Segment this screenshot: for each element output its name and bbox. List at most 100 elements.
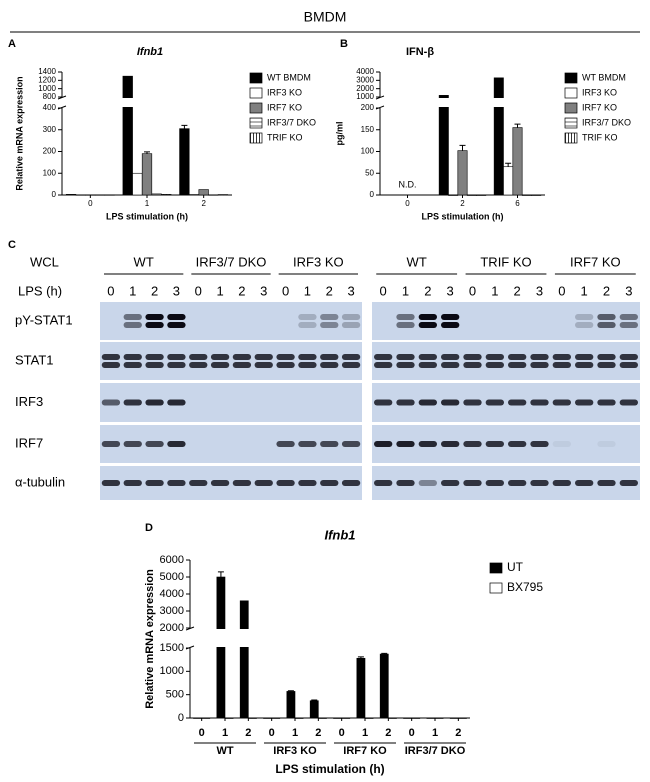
x-tick-label: 2 bbox=[385, 727, 391, 739]
x-tick-label: 0 bbox=[409, 727, 415, 739]
y-tick-label: 1000 bbox=[38, 84, 56, 93]
blot-band bbox=[507, 399, 527, 406]
blot-band bbox=[189, 480, 208, 486]
blot-band bbox=[123, 480, 142, 486]
group-label: WT bbox=[216, 745, 233, 757]
bar bbox=[239, 600, 249, 719]
y-tick-label: 50 bbox=[365, 168, 374, 177]
error-bar bbox=[144, 151, 150, 154]
y-tick-label: 100 bbox=[361, 147, 375, 156]
blot-band bbox=[418, 354, 438, 360]
time-label: 2 bbox=[238, 283, 245, 298]
blot-band bbox=[530, 399, 549, 406]
blot-band bbox=[396, 322, 415, 328]
bar bbox=[85, 194, 96, 196]
bar bbox=[122, 75, 133, 196]
blot-band bbox=[597, 399, 616, 406]
y-tick-label: 1200 bbox=[38, 75, 56, 84]
blot-band bbox=[167, 399, 186, 406]
bar bbox=[466, 194, 477, 196]
blot-band bbox=[463, 441, 482, 447]
blot-band bbox=[145, 399, 164, 406]
bar bbox=[309, 700, 319, 719]
blot-band bbox=[597, 480, 616, 486]
bar bbox=[217, 194, 229, 196]
blot-band bbox=[123, 399, 142, 406]
blot-band bbox=[485, 362, 505, 368]
blot-band bbox=[373, 399, 393, 406]
y-tick-label: 1500 bbox=[160, 642, 184, 654]
blot-band bbox=[574, 354, 594, 360]
legend-swatch bbox=[489, 562, 503, 574]
blot-band bbox=[320, 441, 339, 447]
bar bbox=[294, 717, 304, 719]
blot-band bbox=[101, 362, 121, 368]
group-label: WT bbox=[407, 254, 427, 269]
y-tick-label: 800 bbox=[43, 92, 57, 101]
blot-band bbox=[167, 314, 186, 320]
blot-band bbox=[320, 322, 339, 328]
break-mark bbox=[185, 626, 195, 650]
legend-swatch bbox=[249, 72, 263, 84]
x-tick-label: 1 bbox=[362, 727, 368, 739]
y-tick-label: 300 bbox=[43, 125, 57, 134]
blot-band bbox=[396, 314, 415, 320]
bar bbox=[411, 717, 421, 719]
x-tick-label: 0 bbox=[405, 199, 410, 208]
bar bbox=[75, 194, 86, 196]
blot-band bbox=[232, 354, 252, 360]
blot-band bbox=[440, 362, 460, 368]
x-tick-label: 0 bbox=[339, 727, 345, 739]
blot-band bbox=[440, 480, 460, 486]
y-axis-label: Relative mRNA expression bbox=[14, 76, 24, 190]
blot-band bbox=[597, 322, 616, 328]
y-tick-label: 4000 bbox=[160, 588, 184, 600]
blot-membrane bbox=[100, 466, 362, 500]
blot-band bbox=[418, 480, 438, 486]
x-tick-label: 1 bbox=[432, 727, 438, 739]
blot-band bbox=[507, 354, 527, 360]
row-label: α-tubulin bbox=[15, 474, 65, 489]
y-tick-label: 1000 bbox=[160, 665, 184, 677]
blot-band bbox=[507, 480, 527, 486]
blot-band bbox=[418, 314, 438, 320]
x-axis-label: LPS stimulation (h) bbox=[106, 211, 188, 221]
x-tick-label: 1 bbox=[292, 727, 298, 739]
x-axis-label: LPS stimulation (h) bbox=[422, 211, 504, 221]
blot-band bbox=[530, 441, 549, 447]
blot-band bbox=[298, 480, 317, 486]
blot-band bbox=[123, 441, 142, 447]
bar bbox=[458, 717, 467, 719]
group-label: IRF7 KO bbox=[570, 254, 621, 269]
y-axis-label: pg/ml bbox=[334, 122, 344, 146]
error-bar bbox=[181, 124, 188, 129]
bar bbox=[333, 717, 342, 719]
lps-label: LPS (h) bbox=[18, 283, 62, 298]
blot-band bbox=[189, 362, 208, 368]
blot-band bbox=[276, 480, 295, 486]
blot-band bbox=[418, 441, 438, 447]
blot-membrane bbox=[372, 466, 640, 500]
blot-band bbox=[167, 480, 186, 486]
legend-label: IRF3/7 DKO bbox=[267, 117, 316, 127]
legend-label: IRF3 KO bbox=[582, 87, 617, 97]
bar bbox=[263, 717, 272, 719]
blot-band bbox=[463, 480, 482, 486]
row-label: IRF7 bbox=[15, 435, 43, 450]
bar bbox=[457, 150, 468, 196]
time-label: 3 bbox=[536, 283, 543, 298]
group-label: IRF3 KO bbox=[293, 254, 344, 269]
y-tick-label: 3000 bbox=[356, 75, 374, 84]
group-label: IRF3/7 DKO bbox=[405, 745, 466, 757]
blot-band bbox=[597, 441, 616, 447]
y-axis-label: Relative mRNA expression bbox=[144, 569, 156, 709]
time-label: 2 bbox=[514, 283, 521, 298]
blot-band bbox=[167, 362, 186, 368]
time-label: 0 bbox=[380, 283, 387, 298]
blot-band bbox=[210, 480, 230, 486]
blot-band bbox=[530, 480, 549, 486]
blot-band bbox=[574, 362, 594, 368]
blot-band bbox=[123, 354, 142, 360]
bar bbox=[248, 717, 257, 719]
